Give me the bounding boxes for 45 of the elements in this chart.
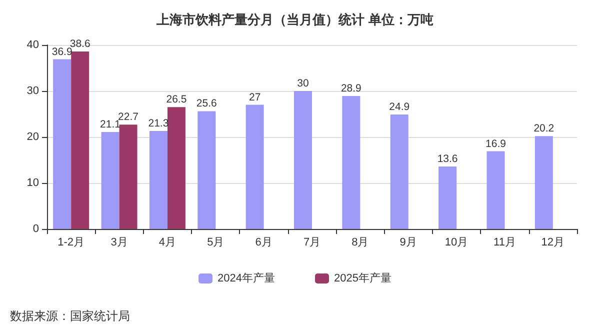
x-tick-label: 7月	[303, 236, 321, 248]
x-tick-label: 4月	[158, 236, 176, 248]
chart-title: 上海市饮料产量分月（当月值）统计 单位：万吨	[156, 12, 434, 27]
legend-label: 2024年产量	[218, 272, 276, 284]
y-tick-label: 0	[32, 223, 39, 235]
bar	[294, 91, 312, 229]
bar	[342, 96, 360, 229]
x-tick-label: 12月	[541, 236, 565, 248]
data-label: 36.9	[52, 46, 72, 58]
bar	[198, 111, 216, 229]
bar	[438, 166, 457, 229]
x-tick-label: 9月	[400, 236, 417, 248]
y-tick-label: 30	[26, 85, 39, 97]
bar	[390, 114, 408, 229]
bar	[53, 59, 72, 229]
y-tick-label: 20	[26, 131, 39, 143]
bar	[534, 136, 553, 229]
data-label: 26.5	[166, 94, 187, 106]
x-tick-label: 6月	[255, 236, 272, 248]
bar	[246, 104, 264, 229]
x-tick-label: 5月	[207, 236, 224, 248]
y-tick-label: 10	[26, 177, 39, 189]
x-tick-label: 8月	[352, 236, 369, 248]
bar	[101, 132, 120, 229]
bar	[167, 107, 186, 229]
data-label: 25.6	[196, 98, 218, 110]
bar	[119, 124, 138, 229]
data-label: 16.9	[486, 138, 506, 150]
y-tick-label: 40	[26, 39, 39, 51]
data-label: 13.6	[437, 152, 458, 165]
data-label: 28.9	[340, 82, 362, 95]
x-tick-label: 11月	[494, 236, 516, 248]
x-tick-label: 3月	[110, 236, 128, 248]
x-tick-label: 10月	[444, 236, 468, 248]
x-tick-label: 1-2月	[58, 236, 85, 248]
data-label: 20.2	[534, 122, 554, 135]
bar	[149, 131, 168, 229]
legend-label: 2025年产量	[334, 272, 392, 284]
data-label: 24.9	[389, 100, 410, 113]
data-label: 30	[297, 78, 309, 90]
bar	[71, 51, 90, 229]
data-label: 27	[248, 91, 261, 104]
bar	[486, 151, 505, 229]
source-note: 数据来源：国家统计局	[10, 309, 130, 323]
data-label: 22.7	[118, 111, 139, 124]
